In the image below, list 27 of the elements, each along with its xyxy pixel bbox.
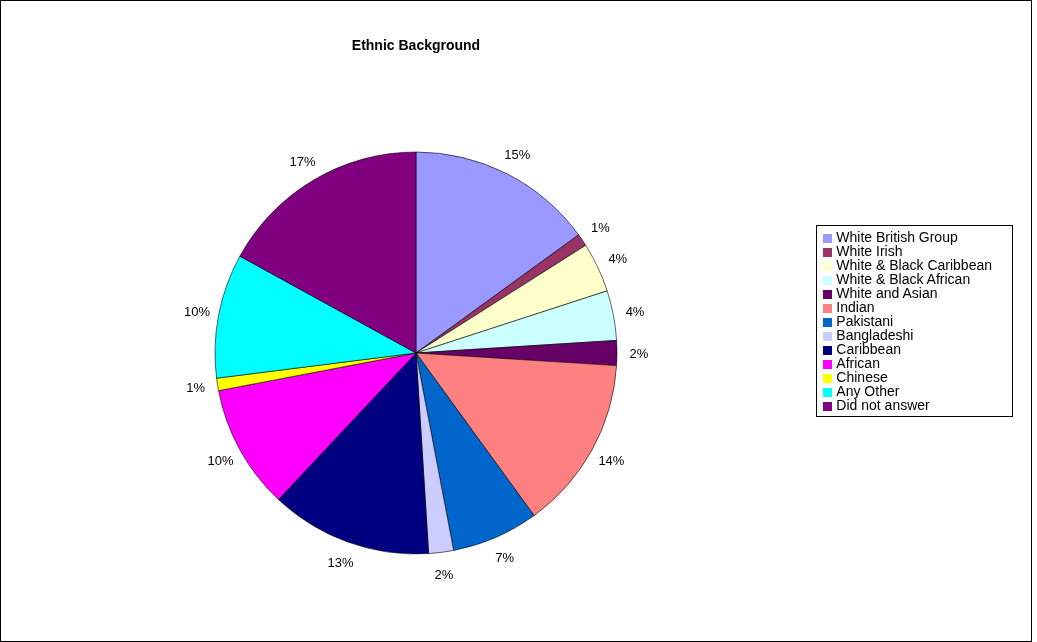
legend-label: African — [836, 355, 880, 371]
data-label: 1% — [186, 380, 206, 396]
data-label: 17% — [289, 153, 316, 169]
legend-label: Pakistani — [836, 313, 894, 329]
data-label: 2% — [434, 566, 454, 582]
data-label: 7% — [495, 550, 515, 566]
legend-label: White & Black Caribbean — [836, 257, 992, 273]
legend-label: Caribbean — [836, 341, 901, 357]
legend-label: White & Black African — [836, 271, 971, 287]
data-label: 10% — [183, 303, 211, 319]
legend-label: Bangladeshi — [836, 327, 914, 343]
legend-label: White and Asian — [836, 285, 938, 301]
legend-label: White British Group — [836, 229, 958, 245]
data-label: 15% — [504, 146, 531, 162]
legend-label: Any Other — [836, 383, 900, 399]
data-label: 10% — [207, 452, 235, 468]
legend-label: Did not answer — [836, 397, 930, 413]
data-label: 2% — [629, 345, 649, 361]
data-label: 13% — [327, 555, 354, 571]
data-label: 1% — [591, 220, 611, 236]
data-label: 4% — [625, 303, 645, 319]
legend-label: Indian — [836, 299, 875, 315]
chart-title: Ethnic Background — [350, 37, 482, 53]
legend-label: Chinese — [836, 369, 888, 385]
data-label: 14% — [598, 452, 625, 468]
data-label: 4% — [608, 250, 628, 266]
legend-label: White Irish — [836, 243, 903, 259]
